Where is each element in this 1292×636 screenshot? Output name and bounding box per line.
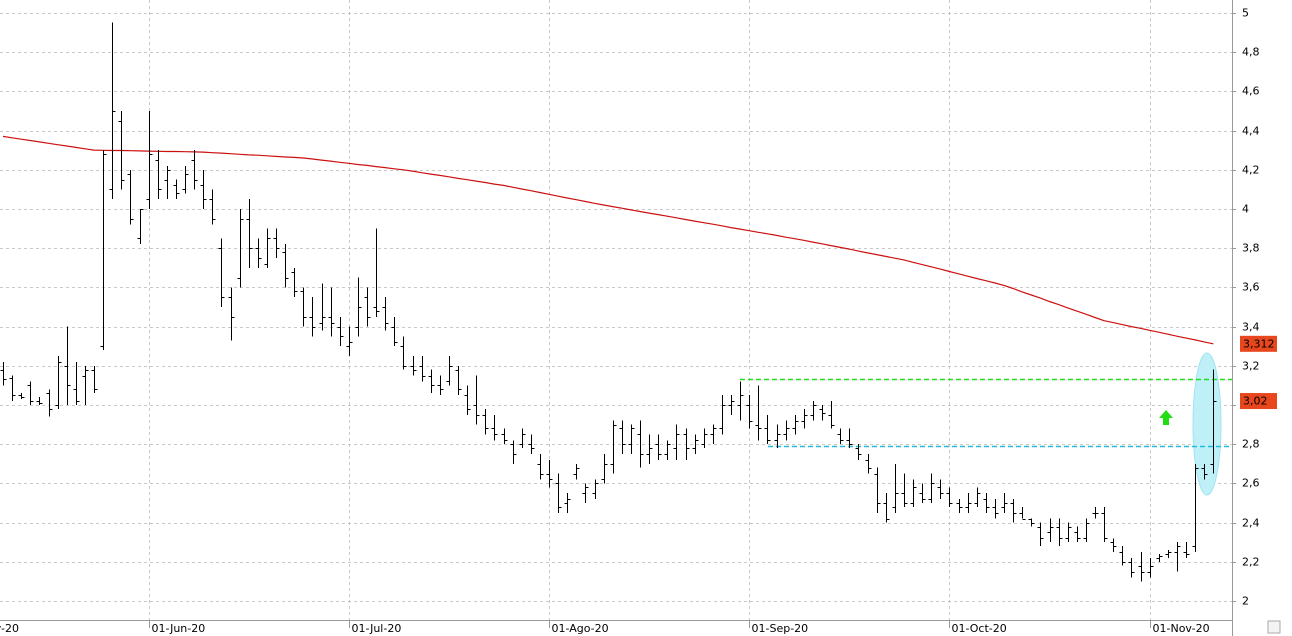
settings-icon[interactable] bbox=[1267, 620, 1281, 634]
y-tick-label: 3,6 bbox=[1242, 281, 1260, 294]
x-tick-label: 01-Ago-20 bbox=[552, 622, 609, 635]
y-tick-label: 5 bbox=[1242, 7, 1249, 20]
y-tick-label: 2 bbox=[1242, 595, 1249, 608]
y-tick-label: 4,6 bbox=[1242, 85, 1260, 98]
grid bbox=[0, 0, 1232, 620]
x-tick-label: 01-Sep-20 bbox=[752, 622, 809, 635]
y-tick-label: 3,2 bbox=[1242, 360, 1260, 373]
y-tick-label: 3,8 bbox=[1242, 242, 1260, 255]
price-bars bbox=[0, 22, 1217, 582]
x-tick-label: 01-Oct-20 bbox=[952, 622, 1007, 635]
y-tick-label: 4,2 bbox=[1242, 164, 1260, 177]
moving-average bbox=[2, 135, 1214, 345]
y-tick-label: 4,8 bbox=[1242, 46, 1260, 59]
y-tick-label: 2,4 bbox=[1242, 517, 1260, 530]
value-label: 3,312 bbox=[1243, 337, 1275, 350]
y-tick-label: 4 bbox=[1242, 203, 1249, 216]
x-tick-label: 01-Jul-20 bbox=[352, 622, 402, 635]
value-box bbox=[1240, 335, 1277, 352]
x-tick-label: 01-Jun-20 bbox=[152, 622, 206, 635]
highlight-ellipse bbox=[1192, 352, 1222, 496]
ma-layer bbox=[2, 135, 1214, 345]
up-arrow bbox=[1159, 410, 1173, 425]
value-label: 3,02 bbox=[1243, 395, 1268, 408]
y-tick-label: 2,8 bbox=[1242, 438, 1260, 451]
y-tick-label: 4,4 bbox=[1242, 125, 1260, 138]
y-tick-label: 2,6 bbox=[1242, 477, 1260, 490]
value-box bbox=[1240, 393, 1277, 410]
y-tick-label: 3,4 bbox=[1242, 321, 1260, 334]
x-tick-label: 01-Nov-20 bbox=[1153, 622, 1210, 635]
y-tick-label: 2,2 bbox=[1242, 556, 1260, 569]
x-tick-label: 01-May-20 bbox=[0, 622, 19, 635]
